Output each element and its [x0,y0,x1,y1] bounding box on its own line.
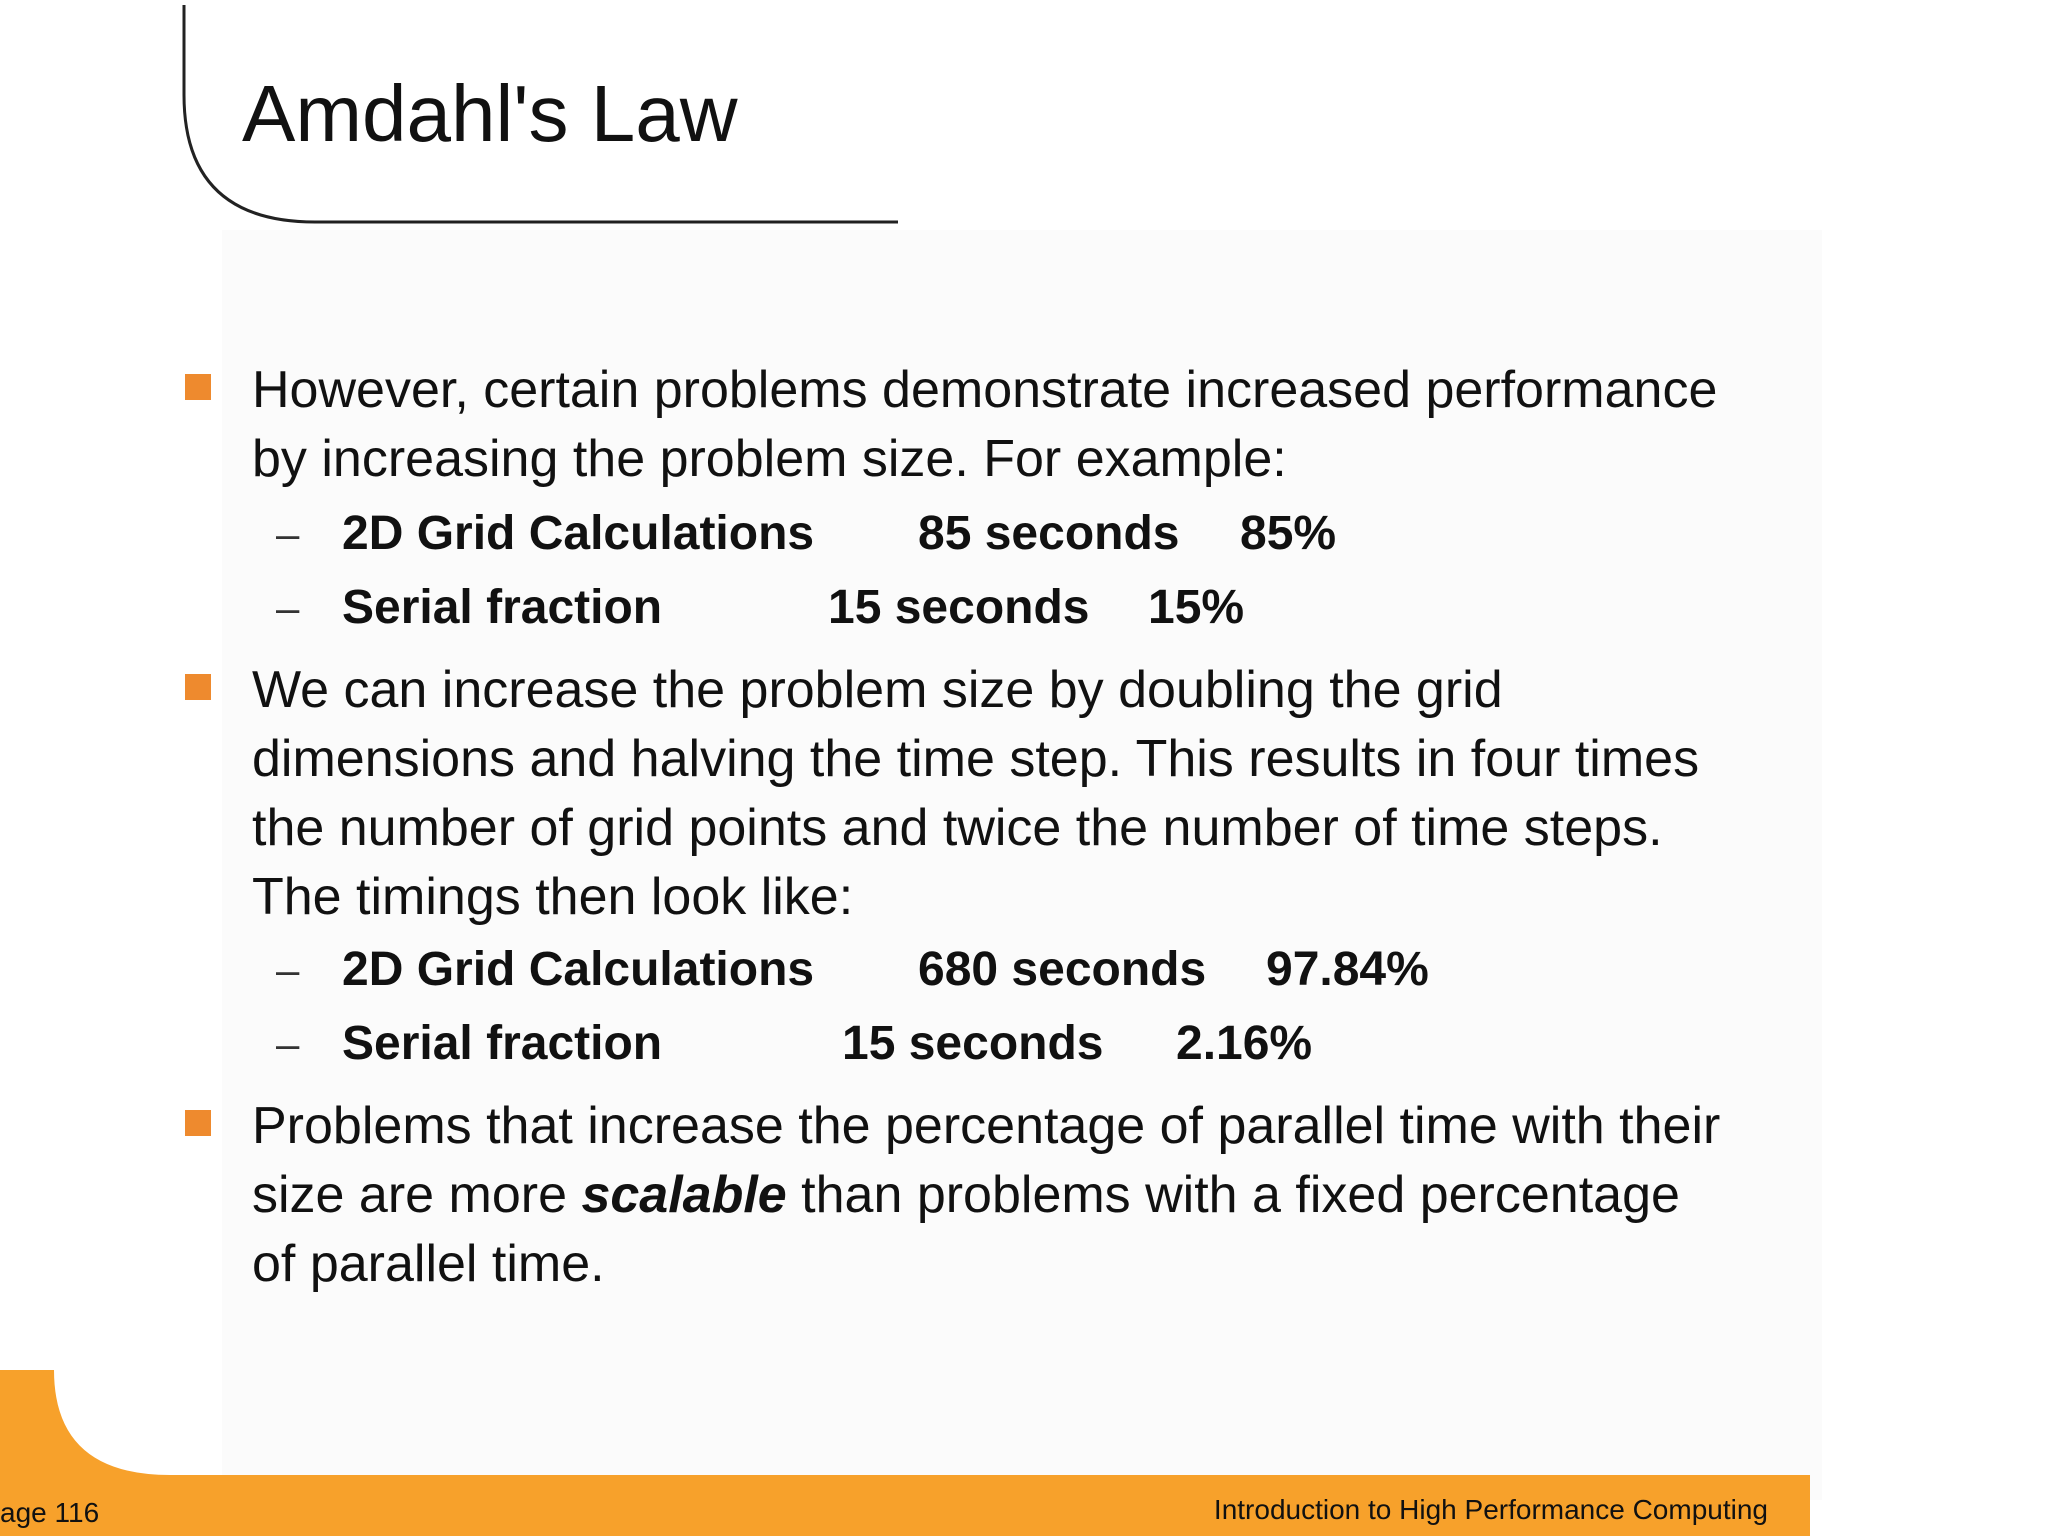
bullet-3-line-2: size are more scalable than problems wit… [252,1161,1912,1230]
bullet-2-line-1: We can increase the problem size by doub… [252,661,1503,719]
sub-item-time: 680 seconds [918,943,1207,996]
sub-item-time: 15 seconds [842,1017,1104,1070]
bullet-3-line-2-end: than problems with a fixed percentage [786,1166,1680,1224]
dash-icon: – [276,946,300,993]
bullet-1-line-1: However, certain problems demonstrate in… [252,361,1718,419]
title-decoration-curve [182,5,898,224]
sub-item-percent: 15% [1148,581,1245,634]
sub-item-percent: 85% [1240,507,1337,560]
sub-item-label: Serial fraction [342,581,663,634]
bullet-3-line-2-start: size are more [252,1166,582,1224]
scalable-emphasis: scalable [581,1166,787,1224]
bullet-2-line-4: The timings then look like: [252,868,854,926]
slide-title: Amdahl's Law [242,69,738,158]
bullet-2-line-2: dimensions and halving the time step. Th… [252,730,1700,788]
bullet-3-line-3: of parallel time. [252,1235,605,1293]
bullet-1-line-2: by increasing the problem size. For exam… [252,430,1287,488]
bullet-square-icon [185,374,211,400]
bullet-2-text: We can increase the problem size by doub… [252,656,1912,932]
content-background [222,230,1822,1500]
sub-item-percent: 2.16% [1176,1017,1313,1070]
sub-item-percent: 97.84% [1266,943,1429,996]
dash-icon: – [276,510,300,557]
bullet-3-line-1: Problems that increase the percentage of… [252,1097,1721,1155]
sub-item-label: Serial fraction [342,1017,663,1070]
sub-item-label: 2D Grid Calculations [342,943,815,996]
dash-icon: – [276,584,300,631]
footer-course-title: Introduction to High Performance Computi… [1213,1494,1768,1525]
bullet-1-text: However, certain problems demonstrate in… [252,356,1912,494]
sub-item-time: 85 seconds [918,507,1180,560]
footer-bar [0,1370,1810,1536]
sub-item-label: 2D Grid Calculations [342,507,815,560]
bullet-square-icon [185,674,211,700]
dash-icon: – [276,1020,300,1067]
bullet-3-text: Problems that increase the percentage of… [252,1092,1912,1299]
sub-item-time: 15 seconds [828,581,1090,634]
bullet-2-line-3: the number of grid points and twice the … [252,799,1663,857]
bullet-square-icon [185,1110,211,1136]
page-number: age 116 [0,1497,100,1528]
